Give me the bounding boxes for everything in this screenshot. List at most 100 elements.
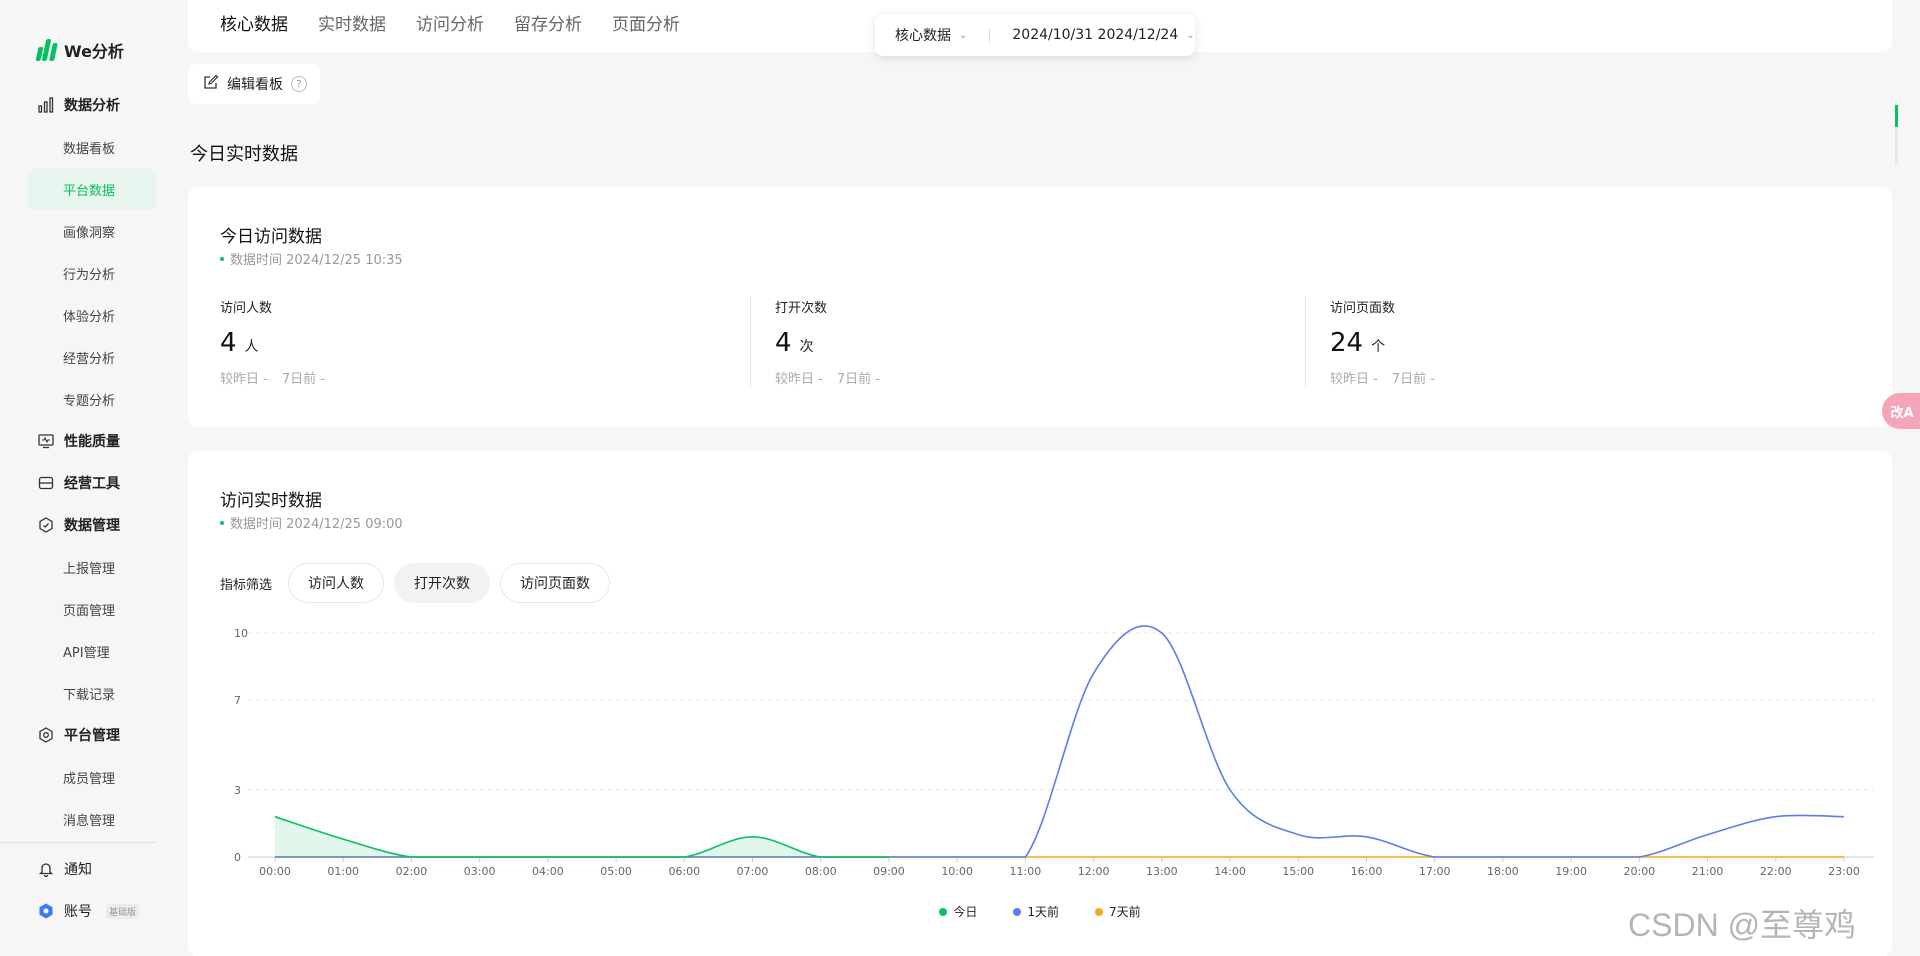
status-dot	[220, 256, 224, 261]
sidebar-item-business[interactable]: 经营分析	[63, 351, 116, 367]
sidebar-item-portrait[interactable]: 画像洞察	[63, 225, 116, 241]
x-tick-label: 20:00	[1623, 865, 1655, 878]
legend-item-today[interactable]: 今日	[939, 903, 977, 920]
metric-value: 4 人	[220, 328, 750, 358]
metric-visitors: 访问人数 4 人 较昨日 - 7日前 -	[220, 297, 750, 387]
metric-filter: 指标筛选 访问人数 打开次数 访问页面数	[220, 563, 611, 603]
sidebar-item-behavior[interactable]: 行为分析	[63, 267, 116, 283]
data-time: 数据时间 2024/12/25 09:00	[220, 513, 403, 532]
metric-label: 访问人数	[220, 301, 273, 316]
metric-number: 4	[220, 328, 237, 358]
x-tick-label: 09:00	[873, 865, 905, 878]
sidebar-item-pages[interactable]: 页面管理	[63, 603, 116, 619]
nav-group-platform-mgmt[interactable]: 平台管理	[28, 714, 156, 756]
chart-legend: 今日 1天前 7天前	[188, 903, 1892, 920]
x-tick-label: 02:00	[396, 865, 428, 878]
sidebar-item-dashboard[interactable]: 数据看板	[63, 141, 116, 157]
card-title: 访问实时数据	[220, 491, 322, 511]
notify-button[interactable]: 通知	[28, 848, 156, 890]
x-tick-label: 08:00	[805, 865, 837, 878]
sidebar-item-report[interactable]: 上报管理	[63, 561, 116, 577]
nav-group-label: 数据管理	[64, 518, 120, 534]
legend-item-7d[interactable]: 7天前	[1095, 903, 1141, 920]
nav-group-tools[interactable]: 经营工具	[28, 462, 156, 504]
x-tick-label: 19:00	[1555, 865, 1587, 878]
account-button[interactable]: 账号 基础版	[28, 890, 156, 932]
translate-float-button[interactable]: 改A	[1882, 393, 1920, 429]
sidebar-bottom: 通知 账号 基础版	[28, 848, 156, 932]
x-tick-label: 18:00	[1487, 865, 1519, 878]
sidebar-item-platform-data[interactable]: 平台数据	[28, 168, 156, 210]
realtime-visit-card: 访问实时数据 数据时间 2024/12/25 09:00 指标筛选 访问人数 打…	[188, 451, 1892, 956]
chip-opens[interactable]: 打开次数	[394, 563, 491, 603]
x-tick-label: 05:00	[600, 865, 632, 878]
x-tick-label: 01:00	[327, 865, 359, 878]
scroll-indicator[interactable]	[1895, 105, 1898, 165]
metric-opens: 打开次数 4 次 较昨日 - 7日前 -	[750, 297, 1305, 387]
tab-core-data[interactable]: 核心数据	[220, 15, 288, 35]
legend-label: 今日	[953, 905, 978, 919]
top-tabs: 核心数据 实时数据 访问分析 留存分析 页面分析	[220, 10, 680, 35]
x-tick-label: 14:00	[1214, 865, 1246, 878]
tab-page-analysis[interactable]: 页面分析	[612, 15, 680, 35]
nav-group-label: 数据分析	[64, 98, 120, 114]
sidebar-item-experience[interactable]: 体验分析	[63, 309, 116, 325]
date-range-select[interactable]: 2024/10/31 2024/12/24 ⌄	[1012, 27, 1194, 43]
metric-number: 24	[1330, 328, 1364, 358]
sidebar-item-topic[interactable]: 专题分析	[63, 393, 116, 409]
compare-yesterday: 较昨日 -	[775, 372, 823, 387]
tab-retention[interactable]: 留存分析	[514, 15, 582, 35]
filter-label: 指标筛选	[220, 577, 273, 593]
watermark: CSDN @至尊鸡	[1628, 907, 1857, 943]
help-icon[interactable]: ?	[291, 76, 307, 92]
y-tick-label: 10	[234, 627, 248, 640]
divider	[989, 28, 991, 42]
hexagon-check-icon	[38, 517, 54, 533]
nav-group-label: 平台管理	[64, 728, 120, 744]
sidebar: We分析 数据分析 数据看板 平台数据 画像洞察 行为分析 体验分析 经营分析 …	[0, 0, 160, 956]
legend-dot	[1095, 907, 1103, 916]
notify-label: 通知	[64, 862, 92, 878]
sidebar-item-messages[interactable]: 消息管理	[63, 813, 116, 829]
sidebar-divider	[0, 842, 156, 843]
today-visit-card: 今日访问数据 数据时间 2024/12/25 10:35 访问人数 4 人 较昨…	[188, 187, 1892, 427]
chevron-down-icon: ⌄	[959, 29, 968, 41]
legend-dot	[1013, 907, 1022, 916]
metric-compare: 较昨日 - 7日前 -	[775, 368, 1305, 387]
tab-visit-analysis[interactable]: 访问分析	[416, 15, 484, 35]
compare-yesterday: 较昨日 -	[220, 372, 268, 387]
monitor-icon	[38, 433, 54, 449]
compare-yesterday: 较昨日 -	[1330, 372, 1378, 387]
app-logo[interactable]: We分析	[35, 38, 124, 62]
x-tick-label: 21:00	[1692, 865, 1724, 878]
x-tick-label: 10:00	[941, 865, 973, 878]
x-tick-label: 07:00	[737, 865, 769, 878]
nav-group-data-mgmt[interactable]: 数据管理	[28, 504, 156, 546]
data-time: 数据时间 2024/12/25 10:35	[220, 249, 403, 268]
chart-svg: 0 3 7 10 00:00 01:00 02:00 03:00 04:00 05:00 06:00…	[234, 625, 1874, 878]
edit-board-button[interactable]: 编辑看板 ?	[188, 64, 320, 104]
status-dot	[220, 520, 224, 525]
nav-group-analysis[interactable]: 数据分析	[28, 84, 156, 126]
legend-item-1d[interactable]: 1天前	[1013, 903, 1059, 920]
x-tick-label: 12:00	[1078, 865, 1110, 878]
sidebar-item-members[interactable]: 成员管理	[63, 771, 116, 787]
metric-number: 4	[775, 328, 792, 358]
tab-realtime[interactable]: 实时数据	[318, 15, 386, 35]
sidebar-nav: 数据分析 数据看板 平台数据 画像洞察 行为分析 体验分析 经营分析 专题分析 …	[28, 84, 156, 840]
sidebar-item-api[interactable]: API管理	[63, 645, 110, 661]
sidebar-item-downloads[interactable]: 下载记录	[63, 687, 116, 703]
chevron-down-icon: ⌄	[1186, 29, 1195, 41]
x-tick-label: 17:00	[1419, 865, 1451, 878]
metric-unit: 人	[244, 339, 259, 355]
nav-group-performance[interactable]: 性能质量	[28, 420, 156, 462]
data-time-text: 数据时间 2024/12/25 10:35	[230, 253, 403, 268]
metric-value: 24 个	[1330, 328, 1860, 358]
scope-select[interactable]: 核心数据 ⌄	[875, 25, 967, 45]
metric-unit: 次	[799, 339, 814, 355]
realtime-line-chart: 0 3 7 10 00:00 01:00 02:00 03:00 04:00 05:00 06:00…	[188, 621, 1892, 921]
chip-visitors[interactable]: 访问人数	[288, 563, 385, 603]
chip-pages[interactable]: 访问页面数	[500, 563, 611, 603]
metric-value: 4 次	[775, 328, 1305, 358]
x-tick-label: 22:00	[1760, 865, 1792, 878]
